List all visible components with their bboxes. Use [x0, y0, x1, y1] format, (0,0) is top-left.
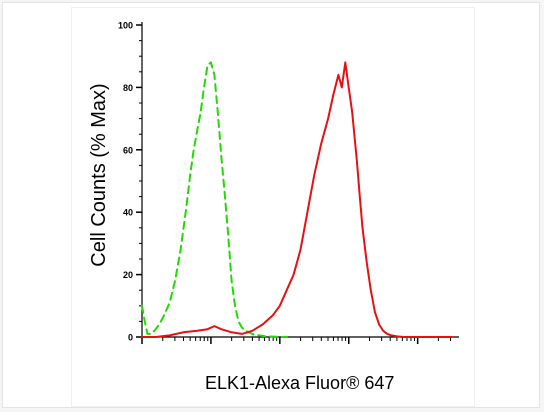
y-axis-label: Cell Counts (% Max) — [88, 83, 110, 266]
series-line-1 — [141, 61, 288, 338]
y-tick-label: 20 — [123, 270, 133, 280]
series-line-2 — [141, 61, 454, 338]
y-tick-label: 80 — [123, 83, 133, 93]
plot-area — [141, 61, 454, 338]
y-tick-label: 60 — [123, 145, 133, 155]
y-tick-label: 100 — [118, 21, 133, 31]
x-axis-label: ELK1-Alexa Fluor® 647 — [205, 373, 394, 393]
y-tick-label: 0 — [128, 333, 133, 343]
histogram-chart: 0 20 40 60 80 100 Cell Counts (% Max) ELK1-Al… — [88, 21, 459, 393]
axes: 0 20 40 60 80 100 — [118, 21, 459, 344]
chart-panel: 0 20 40 60 80 100 Cell Counts (% Max) ELK1-Al… — [72, 8, 474, 406]
y-tick-label: 40 — [123, 208, 133, 218]
